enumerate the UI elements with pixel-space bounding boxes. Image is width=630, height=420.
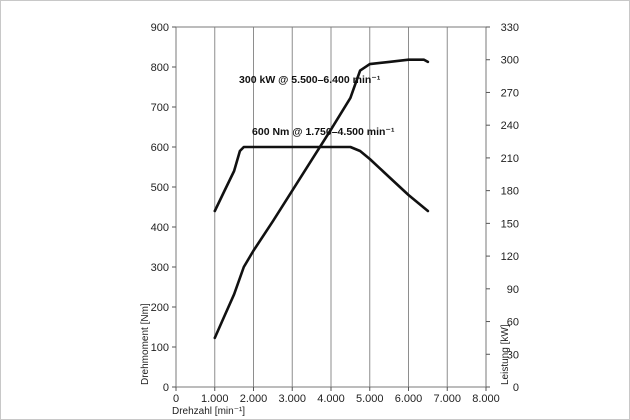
x-tick-label: 8.000 [472,393,500,405]
x-tick-label: 3.000 [278,393,306,405]
y-right-tick-label: 90 [507,284,519,296]
y-left-tick-label: 800 [151,62,169,74]
y-right-tick-label: 210 [501,153,519,165]
y-left-tick-label: 200 [151,302,169,314]
y-left-tick-label: 700 [151,102,169,114]
y-right-tick-label: 0 [513,382,519,394]
power-annotation: 300 kW @ 5.500–6.400 min⁻¹ [239,74,381,86]
y-right-tick-label: 60 [507,317,519,329]
x-axis-label: Drehzahl [min⁻¹] [172,406,245,417]
left-axis-ticks: 0 100 200 300 400 500 600 700 800 900 [151,22,176,394]
y-left-tick-label: 500 [151,182,169,194]
x-tick-label: 0 [173,393,179,405]
grid-lines [214,27,448,387]
y-right-tick-label: 180 [501,186,519,198]
right-axis-ticks: 0 30 60 90 120 150 180 210 240 270 300 330 [486,22,519,394]
annotations: 300 kW @ 5.500–6.400 min⁻¹ 600 Nm @ 1.750… [239,74,395,138]
y-right-tick-label: 30 [507,349,519,361]
y-right-tick-label: 150 [501,218,519,230]
y-right-tick-label: 300 [501,55,519,67]
y-axis-left-label: Drehmoment [Nm] [140,303,151,385]
y-right-tick-label: 330 [501,22,519,34]
x-tick-label: 4.000 [317,393,345,405]
x-tick-label: 1.000 [201,393,229,405]
torque-annotation: 600 Nm @ 1.750–4.500 min⁻¹ [252,126,395,138]
y-right-tick-label: 120 [501,251,519,263]
y-left-tick-label: 400 [151,222,169,234]
x-tick-label: 2.000 [240,393,268,405]
y-axis-right-label: Leistung [kW] [500,324,511,385]
y-right-tick-label: 240 [501,120,519,132]
torque-curve [213,145,430,213]
y-left-tick-label: 100 [151,342,169,354]
y-left-tick-label: 0 [163,382,169,394]
x-tick-label: 5.000 [356,393,384,405]
x-tick-label: 7.000 [433,393,461,405]
y-left-tick-label: 900 [151,22,169,34]
y-left-tick-label: 300 [151,262,169,274]
x-axis-ticks: 0 1.000 2.000 3.000 4.000 5.000 6.000 7.000 8.00… [173,387,500,405]
y-left-tick-label: 600 [151,142,169,154]
power-curve [213,58,430,340]
y-right-tick-label: 270 [501,87,519,99]
x-tick-label: 6.000 [395,393,423,405]
curves [213,58,430,340]
